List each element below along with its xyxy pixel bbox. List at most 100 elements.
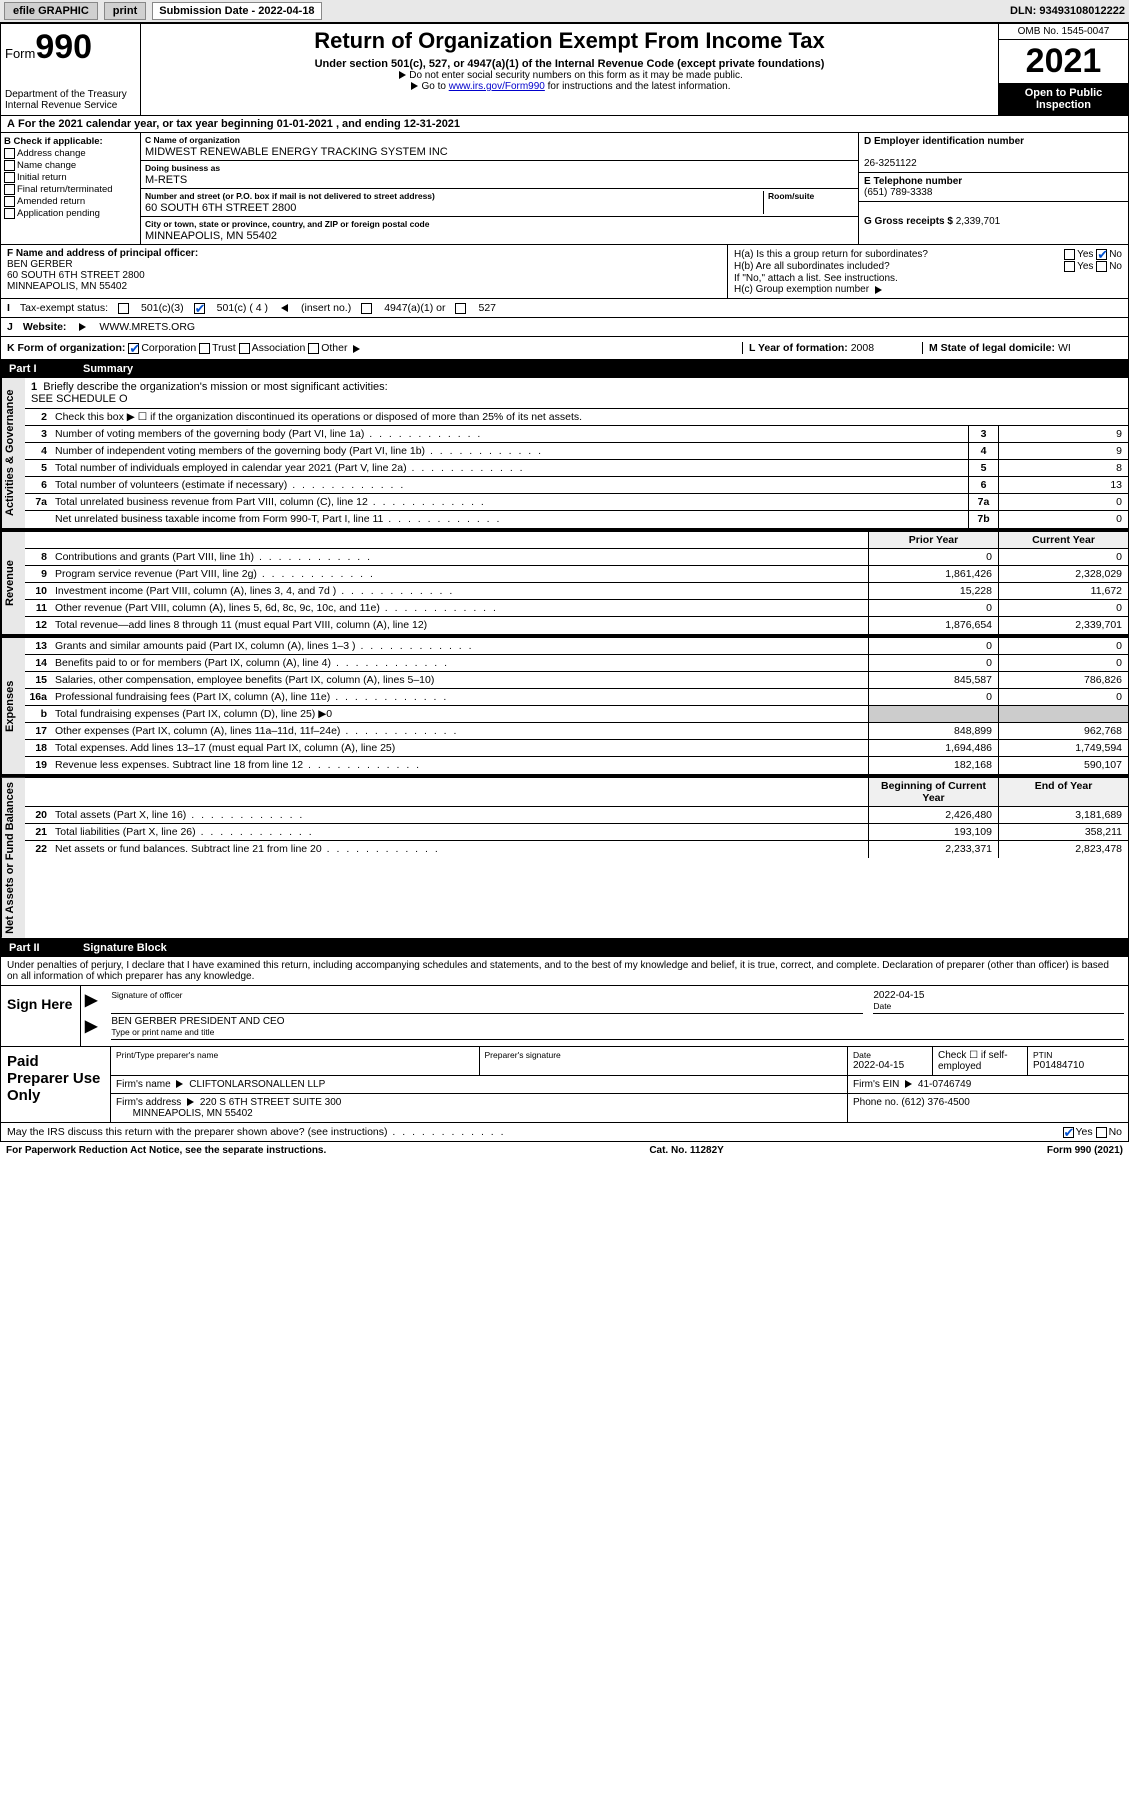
chk-initial-return[interactable]: Initial return xyxy=(4,172,137,183)
arrow-icon: ▶ xyxy=(85,1016,97,1040)
col-headers: Prior YearCurrent Year xyxy=(25,532,1128,549)
year-formation: 2008 xyxy=(851,342,874,354)
discuss-row: May the IRS discuss this return with the… xyxy=(0,1123,1129,1142)
sign-date: 2022-04-15 xyxy=(873,990,924,1001)
line-5: 5Total number of individuals employed in… xyxy=(25,460,1128,477)
vtab-netassets: Net Assets or Fund Balances xyxy=(1,778,25,938)
row-i: I Tax-exempt status: 501(c)(3) 501(c) ( … xyxy=(0,299,1129,318)
box-h-note: If "No," attach a list. See instructions… xyxy=(734,273,1122,284)
box-f: F Name and address of principal officer:… xyxy=(1,245,728,298)
mission-text: SEE SCHEDULE O xyxy=(31,393,128,405)
submission-date: Submission Date - 2022-04-18 xyxy=(152,2,321,20)
vtab-revenue: Revenue xyxy=(1,532,25,634)
box-h: H(a) Is this a group return for subordin… xyxy=(728,245,1128,298)
line-9: 9Program service revenue (Part VIII, lin… xyxy=(25,566,1128,583)
firm-phone: (612) 376-4500 xyxy=(901,1097,969,1108)
chk-4947[interactable] xyxy=(361,303,372,314)
chk-association[interactable] xyxy=(239,343,250,354)
omb-number: OMB No. 1545-0047 xyxy=(999,24,1128,40)
chk-address-change[interactable]: Address change xyxy=(4,148,137,159)
chk-hb-yes[interactable] xyxy=(1064,261,1075,272)
gross-receipts: 2,339,701 xyxy=(956,216,1001,227)
triangle-icon xyxy=(875,286,882,294)
chk-amended-return[interactable]: Amended return xyxy=(4,196,137,207)
chk-final-return[interactable]: Final return/terminated xyxy=(4,184,137,195)
dba: M-RETS xyxy=(145,174,187,186)
chk-trust[interactable] xyxy=(199,343,210,354)
line-22: 22Net assets or fund balances. Subtract … xyxy=(25,841,1128,858)
phone: (651) 789-3338 xyxy=(864,187,932,198)
line-17: 17Other expenses (Part IX, column (A), l… xyxy=(25,723,1128,740)
prep-row-1: Print/Type preparer's name Preparer's si… xyxy=(111,1047,1128,1076)
line-8: 8Contributions and grants (Part VIII, li… xyxy=(25,549,1128,566)
line-7b: Net unrelated business taxable income fr… xyxy=(25,511,1128,528)
netassets-block: Net Assets or Fund Balances Beginning of… xyxy=(0,775,1129,939)
chk-discuss-yes[interactable] xyxy=(1063,1127,1074,1138)
street: 60 SOUTH 6TH STREET 2800 xyxy=(145,202,296,214)
line-6: 6Total number of volunteers (estimate if… xyxy=(25,477,1128,494)
header-left: Form990 Department of the Treasury Inter… xyxy=(1,24,141,115)
vtab-governance: Activities & Governance xyxy=(1,378,25,528)
part2-header: Part II Signature Block xyxy=(0,939,1129,957)
triangle-left-icon xyxy=(281,304,288,312)
form-header: Form990 Department of the Treasury Inter… xyxy=(0,23,1129,116)
topbar: efile GRAPHIC print Submission Date - 20… xyxy=(0,0,1129,23)
preparer-label: Paid Preparer Use Only xyxy=(1,1047,111,1122)
governance-block: Activities & Governance 1 Briefly descri… xyxy=(0,378,1129,529)
sign-here-label: Sign Here xyxy=(1,986,81,1046)
firm-ein: 41-0746749 xyxy=(918,1079,971,1090)
declaration: Under penalties of perjury, I declare th… xyxy=(0,957,1129,986)
officer-name: BEN GERBER xyxy=(7,259,73,270)
line-3: 3Number of voting members of the governi… xyxy=(25,426,1128,443)
open-inspection: Open to Public Inspection xyxy=(999,83,1128,115)
line-16b: bTotal fundraising expenses (Part IX, co… xyxy=(25,706,1128,723)
line-11: 11Other revenue (Part VIII, column (A), … xyxy=(25,600,1128,617)
row-a-tax-year: A For the 2021 calendar year, or tax yea… xyxy=(0,116,1129,133)
sign-block: Sign Here ▶ Signature of officer 2022-04… xyxy=(0,986,1129,1047)
chk-ha-no[interactable] xyxy=(1096,249,1107,260)
chk-discuss-no[interactable] xyxy=(1096,1127,1107,1138)
section-bcd: B Check if applicable: Address change Na… xyxy=(0,133,1129,245)
box-d: D Employer identification number 26-3251… xyxy=(858,133,1128,244)
chk-application-pending[interactable]: Application pending xyxy=(4,208,137,219)
ein: 26-3251122 xyxy=(864,158,917,169)
dept-treasury: Department of the Treasury Internal Reve… xyxy=(5,89,136,111)
chk-hb-no[interactable] xyxy=(1096,261,1107,272)
signer-name: BEN GERBER PRESIDENT AND CEO xyxy=(111,1016,284,1027)
street-cell: Number and street (or P.O. box if mail i… xyxy=(141,189,858,217)
phone-cell: E Telephone number (651) 789-3338 xyxy=(859,173,1128,202)
arrow-icon: ▶ xyxy=(85,990,97,1014)
line-21: 21Total liabilities (Part X, line 26)193… xyxy=(25,824,1128,841)
vtab-expenses: Expenses xyxy=(1,638,25,774)
header-mid: Return of Organization Exempt From Incom… xyxy=(141,24,998,115)
line-18: 18Total expenses. Add lines 13–17 (must … xyxy=(25,740,1128,757)
header-right: OMB No. 1545-0047 2021 Open to Public In… xyxy=(998,24,1128,115)
dba-cell: Doing business as M-RETS xyxy=(141,161,858,189)
chk-ha-yes[interactable] xyxy=(1064,249,1075,260)
section-fh: F Name and address of principal officer:… xyxy=(0,245,1129,299)
gross-cell: G Gross receipts $ 2,339,701 xyxy=(859,202,1128,244)
form-number: Form990 xyxy=(5,28,136,67)
line-13: 13Grants and similar amounts paid (Part … xyxy=(25,638,1128,655)
form-title: Return of Organization Exempt From Incom… xyxy=(149,28,990,54)
chk-other[interactable] xyxy=(308,343,319,354)
city: MINNEAPOLIS, MN 55402 xyxy=(145,230,277,242)
chk-501c[interactable] xyxy=(194,303,205,314)
revenue-block: Revenue Prior YearCurrent Year 8Contribu… xyxy=(0,529,1129,635)
line-10: 10Investment income (Part VIII, column (… xyxy=(25,583,1128,600)
triangle-icon xyxy=(905,1080,912,1088)
part1-header: Part I Summary xyxy=(0,360,1129,378)
chk-527[interactable] xyxy=(455,303,466,314)
print-button[interactable]: print xyxy=(104,2,146,20)
line-12: 12Total revenue—add lines 8 through 11 (… xyxy=(25,617,1128,634)
chk-corporation[interactable] xyxy=(128,343,139,354)
box-b-title: B Check if applicable: xyxy=(4,136,103,147)
chk-501c3[interactable] xyxy=(118,303,129,314)
irs-link[interactable]: www.irs.gov/Form990 xyxy=(449,81,545,92)
chk-name-change[interactable]: Name change xyxy=(4,160,137,171)
triangle-icon xyxy=(353,345,360,353)
col-headers-2: Beginning of Current YearEnd of Year xyxy=(25,778,1128,807)
firm-name: CLIFTONLARSONALLEN LLP xyxy=(189,1079,325,1090)
ptin: P01484710 xyxy=(1033,1060,1084,1071)
row-k: K Form of organization: Corporation Trus… xyxy=(0,337,1129,360)
